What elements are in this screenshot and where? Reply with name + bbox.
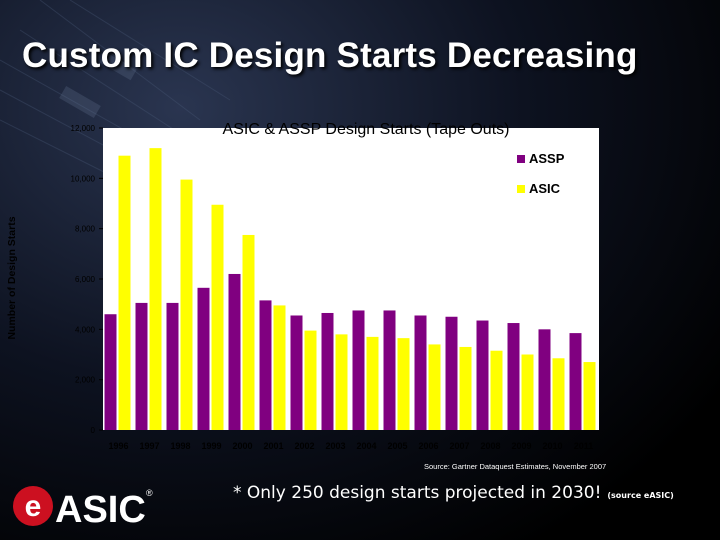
bar-asic-2010 <box>552 358 565 430</box>
footnote: * Only 250 design starts projected in 20… <box>233 483 674 503</box>
x-tick-label: 2001 <box>263 441 283 451</box>
x-tick-label: 1999 <box>201 441 221 451</box>
y-tick-label: 12,000 <box>71 124 96 133</box>
bar-asic-2008 <box>490 350 503 430</box>
bar-assp-2005 <box>383 310 396 430</box>
bar-assp-2004 <box>352 310 365 430</box>
x-tick-label: 2010 <box>542 441 562 451</box>
bar-assp-2002 <box>290 315 303 430</box>
bar-assp-1997 <box>135 302 148 430</box>
bar-asic-2009 <box>521 354 534 430</box>
x-tick-label: 1998 <box>170 441 190 451</box>
bar-assp-2010 <box>538 329 551 430</box>
source-note: Source: Gartner Dataquest Estimates, Nov… <box>424 462 606 471</box>
footnote-text: * Only 250 design starts projected in 20… <box>233 483 602 503</box>
bar-asic-2007 <box>459 346 472 430</box>
y-tick-label: 6,000 <box>75 275 96 284</box>
bar-asic-2001 <box>273 305 286 430</box>
x-tick-label: 1997 <box>139 441 159 451</box>
x-tick-label: 2006 <box>418 441 438 451</box>
bar-assp-2011 <box>569 333 582 430</box>
bar-asic-1999 <box>211 204 224 430</box>
logo-text: ASIC <box>55 489 146 531</box>
y-tick-label: 0 <box>91 426 96 435</box>
x-tick-label: 1996 <box>108 441 128 451</box>
legend-label-assp: ASSP <box>529 151 565 166</box>
bar-assp-2008 <box>476 320 489 430</box>
easic-logo: e ASIC ® <box>13 486 153 531</box>
bar-assp-1999 <box>197 287 210 430</box>
y-tick-label: 4,000 <box>75 325 96 334</box>
bar-assp-2000 <box>228 273 241 430</box>
bar-assp-2007 <box>445 316 458 430</box>
bar-asic-2000 <box>242 234 255 430</box>
legend-swatch-assp <box>517 155 525 163</box>
y-tick-label: 8,000 <box>75 225 96 234</box>
x-tick-label: 2011 <box>574 441 594 451</box>
bar-assp-2009 <box>507 323 520 430</box>
x-tick-label: 2008 <box>480 441 500 451</box>
x-tick-label: 2003 <box>325 441 345 451</box>
x-tick-label: 2007 <box>449 441 469 451</box>
footnote-source: (source eASIC) <box>607 491 674 500</box>
bar-asic-1998 <box>180 179 193 430</box>
chart-title: ASIC & ASSP Design Starts (Tape Outs) <box>223 121 510 138</box>
bar-asic-2003 <box>335 334 348 430</box>
bar-assp-1998 <box>166 302 179 430</box>
bar-asic-2005 <box>397 338 410 430</box>
bar-assp-2006 <box>414 315 427 430</box>
y-tick-label: 10,000 <box>71 174 96 183</box>
x-tick-label: 2009 <box>511 441 531 451</box>
bar-asic-2004 <box>366 336 379 430</box>
bar-asic-2002 <box>304 330 317 430</box>
bar-assp-2001 <box>259 300 272 430</box>
x-tick-label: 2004 <box>356 441 376 451</box>
x-tick-label: 2005 <box>387 441 407 451</box>
logo-registered-mark: ® <box>146 488 153 498</box>
bar-assp-2003 <box>321 312 334 430</box>
bar-asic-1997 <box>149 148 162 430</box>
bar-assp-1996 <box>104 314 117 430</box>
x-tick-label: 2002 <box>294 441 314 451</box>
legend-label-asic: ASIC <box>529 181 561 196</box>
x-tick-label: 2000 <box>232 441 252 451</box>
slide-title: Custom IC Design Starts Decreasing <box>22 36 638 75</box>
y-tick-label: 2,000 <box>75 376 96 385</box>
bar-asic-1996 <box>118 155 131 430</box>
logo-e-badge <box>13 486 53 526</box>
bar-asic-2011 <box>583 362 596 430</box>
y-axis-label: Number of Design Starts <box>6 216 18 339</box>
logo-e: e <box>25 490 42 523</box>
bar-asic-2006 <box>428 344 441 430</box>
legend-swatch-asic <box>517 185 525 193</box>
